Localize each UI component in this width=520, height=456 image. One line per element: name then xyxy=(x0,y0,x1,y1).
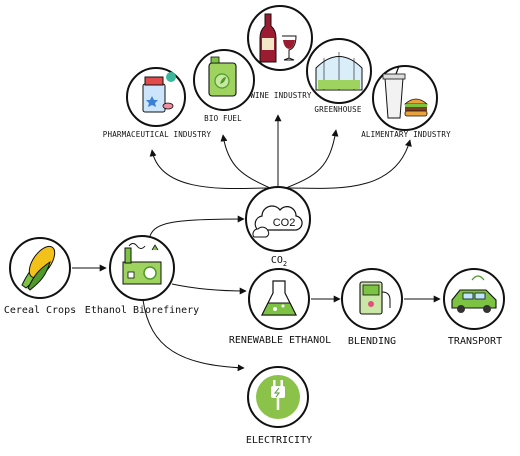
flask-icon xyxy=(261,280,297,316)
arrow-biorefinery-to-ethanol xyxy=(171,283,247,295)
wine-node xyxy=(247,5,313,71)
biofuel-label: BIO FUEL xyxy=(204,114,242,123)
co2-icon-text: CO2 xyxy=(273,217,296,229)
co2-cloud-icon xyxy=(252,205,303,238)
renewable-ethanol-node xyxy=(248,268,310,330)
arrow-biorefinery-to-electricity xyxy=(142,299,245,372)
soda-burger-icon xyxy=(382,65,429,119)
greenhouse-icon xyxy=(315,52,363,91)
pharmaceutical-node xyxy=(126,67,186,127)
arrows xyxy=(72,114,441,372)
fuel-dispenser-icon xyxy=(359,281,391,315)
ethanol-biorefinery-node xyxy=(109,235,175,301)
transport-label: TRANSPORT xyxy=(447,336,503,347)
factory-icon xyxy=(122,243,162,285)
blending-label: BLENDING xyxy=(347,336,397,347)
arrow-co2-to-greenhouse xyxy=(285,129,339,189)
alimentary-label: ALIMENTARY INDUSTRY xyxy=(361,130,451,139)
transport-node xyxy=(443,268,505,330)
arrow-co2-to-pharma xyxy=(149,149,269,190)
wine-industry-label: WINE INDUSTRY xyxy=(250,91,312,100)
electricity-node xyxy=(247,366,309,428)
medicine-bottle-icon xyxy=(142,72,176,113)
cereal-crops-node xyxy=(9,237,71,299)
arrow-co2-to-alimentary xyxy=(287,139,412,189)
wine-bottle-glass-icon xyxy=(259,13,297,63)
co2-label-base: CO xyxy=(270,255,283,266)
pharmaceutical-label: PHARMACEUTICAL INDUSTRY xyxy=(102,130,212,139)
fuel-can-icon xyxy=(208,56,237,97)
cereal-crops-label: Cereal Crops xyxy=(3,305,77,316)
ethanol-biorefinery-label: Ethanol Biorefinery xyxy=(84,305,200,316)
greenhouse-label: GREENHOUSE xyxy=(314,105,362,114)
biofuel-node xyxy=(193,49,255,111)
blending-node xyxy=(341,268,403,330)
renewable-ethanol-label: RENEWABLE ETHANOL xyxy=(228,335,332,346)
arrow-biorefinery-to-co2 xyxy=(149,215,245,237)
plug-icon xyxy=(271,380,285,410)
co2-label: CO2 xyxy=(271,256,287,268)
co2-label-subscript: 2 xyxy=(282,260,288,268)
greenhouse-node xyxy=(306,38,372,104)
electric-car-icon xyxy=(451,275,497,313)
co2-node xyxy=(245,186,311,252)
alimentary-node xyxy=(372,65,438,131)
arrow-co2-to-biofuel xyxy=(220,134,271,189)
electricity-label: ELECTRICITY xyxy=(245,435,313,446)
corn-icon xyxy=(21,245,56,291)
